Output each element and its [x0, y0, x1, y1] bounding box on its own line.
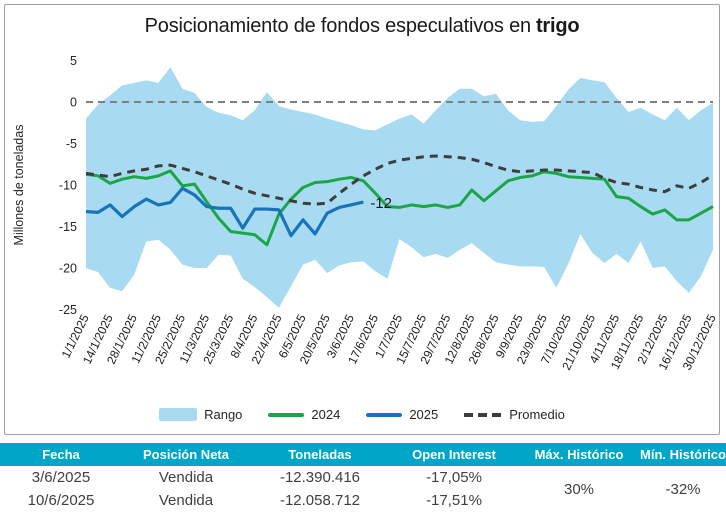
line-2024: [85, 169, 714, 247]
line-promedio: [85, 154, 714, 206]
chart-card: Posicionamiento de fondos especulativos …: [4, 4, 720, 435]
header-min-historico: Mín. Histórico: [640, 443, 726, 466]
header-open-interest: Open Interest: [390, 443, 518, 466]
cell-posicion: Vendida: [158, 469, 214, 486]
cell-open-interest: -17,05%: [426, 469, 482, 486]
y-tick-label: -5: [66, 137, 77, 151]
last-value-label: -12: [370, 195, 392, 212]
table-row: 3/6/2025 Vendida -12.390.416 -17,05% 30%…: [0, 466, 726, 498]
header-posicion-neta: Posición Neta: [122, 443, 250, 466]
legend-label-2025: 2025: [409, 407, 439, 422]
y-tick-label: -10: [59, 179, 77, 193]
header-fecha: Fecha: [0, 443, 122, 466]
legend-item-2025: 2025: [366, 407, 438, 422]
cell-fecha: 10/6/2025: [27, 492, 95, 509]
y-axis-title: Millones de toneladas: [12, 125, 26, 246]
legend-label-promedio: Promedio: [509, 407, 565, 422]
y-tick-label: -15: [59, 220, 77, 234]
wheat-positioning-chart: -12 5 0 -5 -10 -15 -20 -25 Millones de toneladas…: [12, 54, 719, 372]
range-area: [86, 67, 713, 308]
chart-title: Posicionamiento de fondos especulativos …: [5, 15, 719, 38]
header-max-historico: Máx. Histórico: [518, 443, 640, 466]
line-2025-swatch: [366, 412, 403, 417]
cell-min-historico: -32%: [665, 480, 701, 498]
header-toneladas: Toneladas: [250, 443, 390, 466]
legend-item-rango: Rango: [159, 407, 242, 422]
cell-toneladas: -12.390.416: [279, 469, 361, 486]
cell-fecha: 3/6/2025: [31, 469, 91, 486]
cell-open-interest: -17,51%: [426, 492, 482, 509]
positions-table: Fecha Posición Neta Toneladas Open Inter…: [0, 443, 726, 512]
cell-posicion: Vendida: [158, 492, 214, 509]
table-header-row: Fecha Posición Neta Toneladas Open Inter…: [0, 443, 726, 466]
y-tick-label: 5: [70, 54, 77, 68]
cell-max-historico: 30%: [563, 480, 595, 498]
chart-title-text: Posicionamiento de fondos especulativos …: [144, 15, 532, 37]
y-tick-label: 0: [70, 96, 77, 110]
legend-label-rango: Rango: [204, 407, 243, 422]
y-tick-label: -20: [59, 262, 77, 276]
legend-label-2024: 2024: [311, 407, 341, 422]
chart-legend: Rango 2024 2025 Promedio: [5, 407, 719, 422]
legend-item-2024: 2024: [268, 407, 340, 422]
legend-item-promedio: Promedio: [464, 407, 565, 422]
line-2024-swatch: [268, 412, 305, 417]
promedio-swatch: [464, 412, 503, 417]
cell-toneladas: -12.058.712: [279, 492, 361, 509]
chart-title-commodity: trigo: [535, 15, 580, 37]
table-row: 10/6/2025 Vendida -12.058.712 -17,51%: [0, 489, 726, 512]
line-2025: [85, 186, 364, 238]
y-tick-label: -25: [59, 303, 77, 317]
range-swatch: [159, 408, 198, 421]
